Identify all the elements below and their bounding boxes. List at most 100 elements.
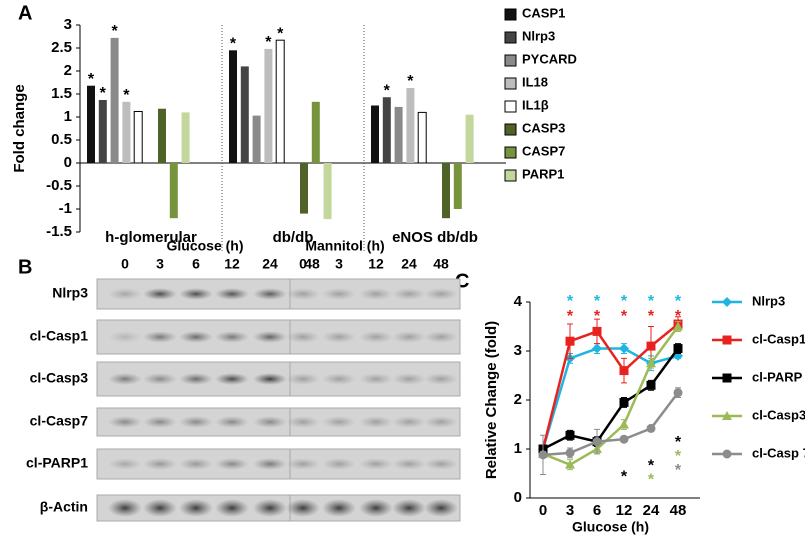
blot-row-label: cl-PARP1 <box>26 455 88 471</box>
legend-label: PYCARD <box>522 51 577 66</box>
bar <box>406 88 415 163</box>
y-tick-label: 2.5 <box>51 39 72 56</box>
marker <box>722 297 732 307</box>
y-tick-label: -1 <box>59 200 72 217</box>
marker <box>565 430 575 440</box>
significance-mark: * <box>594 308 601 325</box>
bar <box>169 163 178 219</box>
blot-band <box>392 499 426 517</box>
blot-band <box>359 373 393 385</box>
significance-mark: * <box>648 472 655 489</box>
x-tick-label: 6 <box>593 502 601 519</box>
blot-row-label: Nlrp3 <box>52 285 88 301</box>
blot-row-label: cl-Casp3 <box>30 370 89 386</box>
blot-group-title: Glucose (h) <box>166 238 243 254</box>
bar <box>417 111 427 164</box>
marker <box>619 366 629 376</box>
blot-band <box>286 331 320 343</box>
blot-band <box>143 458 177 470</box>
blot-band <box>392 288 426 300</box>
bar <box>323 163 332 220</box>
legend-label: CASP7 <box>522 143 565 158</box>
lane-label: 0 <box>299 256 307 272</box>
bar <box>453 163 462 209</box>
blot-group-title: Mannitol (h) <box>305 238 384 254</box>
y-tick-label: 0 <box>514 489 522 506</box>
blot-band <box>215 458 249 470</box>
significance-mark: * <box>567 293 574 310</box>
marker <box>646 341 656 351</box>
significance-mark: * <box>111 23 118 40</box>
bar <box>465 114 474 163</box>
lane-label: 24 <box>401 256 417 272</box>
marker <box>619 343 629 354</box>
blot-band <box>322 373 356 385</box>
line <box>541 323 679 450</box>
marker <box>619 434 629 444</box>
significance-mark: * <box>407 73 414 90</box>
x-tick-label: 3 <box>566 502 574 519</box>
marker <box>592 343 602 354</box>
bar <box>122 101 131 163</box>
blot-band <box>322 499 356 517</box>
blot-band <box>359 416 393 428</box>
significance-mark: * <box>675 308 682 325</box>
blot-band <box>108 458 142 470</box>
bar <box>382 97 391 163</box>
y-tick-label: -0.5 <box>46 177 72 194</box>
significance-mark: * <box>648 293 655 310</box>
bar <box>98 99 107 163</box>
blot-band <box>253 416 287 428</box>
blot-band <box>253 331 287 343</box>
significance-mark: * <box>594 293 601 310</box>
blot-band <box>108 331 142 343</box>
blot-band <box>322 331 356 343</box>
blot-band <box>392 373 426 385</box>
significance-mark: * <box>621 308 628 325</box>
y-tick-label: 0.5 <box>51 131 72 148</box>
bar <box>158 108 166 163</box>
y-tick-label: 1.5 <box>51 85 72 102</box>
blot-band <box>143 331 177 343</box>
marker <box>673 344 683 354</box>
significance-mark: * <box>265 34 272 51</box>
blot-band <box>322 458 356 470</box>
line <box>542 325 680 467</box>
blot-band <box>108 499 142 517</box>
legend-swatch <box>504 123 517 136</box>
bar <box>229 50 237 163</box>
y-tick-label: 3 <box>514 342 522 359</box>
marker <box>565 336 575 346</box>
blot-band <box>143 288 177 300</box>
blot-band <box>215 416 249 428</box>
x-tick-label: 12 <box>616 502 633 519</box>
bar <box>252 115 261 163</box>
bar <box>87 85 95 163</box>
legend-label: Nlrp3 <box>522 28 555 43</box>
blot-band <box>179 373 213 385</box>
legend-swatch <box>504 31 517 44</box>
legend-label: PARP1 <box>522 166 564 181</box>
legend-swatch <box>504 169 517 182</box>
line <box>541 347 679 450</box>
blot-band <box>179 499 213 517</box>
line <box>542 391 679 457</box>
x-tick-label: eNOS db/db <box>392 229 478 246</box>
significance-mark: * <box>675 434 682 451</box>
lane-label: 3 <box>335 256 343 272</box>
bar <box>394 106 403 163</box>
x-tick-label: h-glomerular <box>105 229 197 246</box>
blot-band <box>253 373 287 385</box>
y-axis-label: Relative Change (fold) <box>483 321 500 479</box>
legend-label: cl-Casp 7 <box>752 445 805 460</box>
blot-band <box>253 288 287 300</box>
blot-band <box>359 499 393 517</box>
bar <box>133 110 143 164</box>
blot-band <box>143 416 177 428</box>
significance-mark: * <box>648 308 655 325</box>
blot-band <box>215 288 249 300</box>
blot-band <box>424 499 458 517</box>
blot-band <box>424 331 458 343</box>
significance-mark: * <box>230 36 237 53</box>
marker <box>565 459 575 469</box>
